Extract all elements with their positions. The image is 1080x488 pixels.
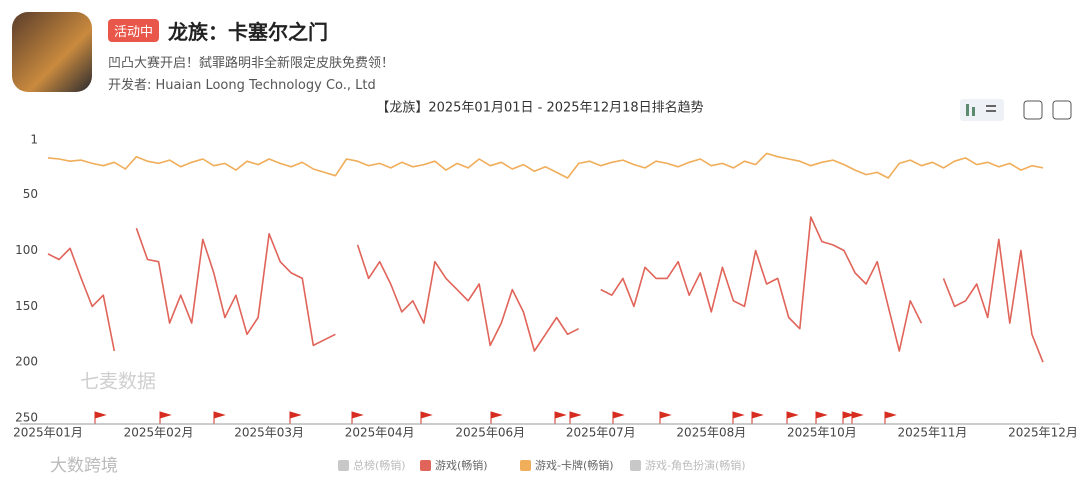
flag — [815, 411, 828, 424]
flag — [851, 411, 864, 424]
watermark: 大数跨境 — [50, 456, 118, 476]
legend-label[interactable]: 游戏-卡牌(畅销) — [535, 458, 614, 472]
x-tick-label: 2025年10月 — [787, 426, 857, 440]
status-tag: 活动中 — [108, 19, 160, 42]
x-tick-label: 2025年07月 — [566, 426, 636, 440]
app-subtitle: 凹凸大赛开启！弑罪路明非全新限定皮肤免费领！ — [108, 56, 395, 71]
watermark: 七麦数据 — [80, 371, 156, 393]
flag — [289, 411, 302, 424]
line — [47, 247, 116, 352]
flag — [659, 411, 672, 424]
toggle-icon — [986, 105, 996, 107]
app-icon — [12, 12, 92, 92]
flag — [842, 411, 855, 424]
flag — [159, 411, 172, 424]
y-tick-label: 150 — [15, 299, 38, 313]
flag — [884, 411, 897, 424]
x-tick-label: 2025年08月 — [676, 426, 746, 440]
flag — [569, 411, 582, 424]
event-flags — [94, 411, 897, 424]
legend-swatch — [338, 460, 349, 471]
line — [135, 227, 336, 347]
x-tick-label: 2025年11月 — [898, 426, 968, 440]
developer: 开发者: Huaian Loong Technology Co., Ltd — [108, 78, 376, 93]
chart-title: 【龙族】2025年01月01日 - 2025年12月18日排名趋势 — [376, 100, 703, 116]
flag — [351, 411, 364, 424]
legend-label[interactable]: 游戏(畅销) — [435, 458, 488, 472]
line — [942, 238, 1044, 363]
x-tick-label: 2025年06月 — [455, 426, 525, 440]
flag — [751, 411, 764, 424]
view-toggle[interactable] — [960, 99, 1004, 121]
x-tick-label: 2025年02月 — [124, 426, 194, 440]
y-tick-label: 50 — [23, 187, 38, 201]
line — [600, 216, 923, 352]
download-button[interactable] — [1052, 100, 1072, 120]
image-button[interactable] — [1023, 100, 1043, 120]
y-tick-label: 250 — [15, 411, 38, 425]
legend-label[interactable]: 总榜(畅销) — [353, 458, 406, 472]
y-tick-label: 1 — [30, 133, 38, 147]
toggle-icon — [972, 107, 975, 116]
x-tick-label: 2025年03月 — [234, 426, 304, 440]
app-title: 龙族：卡塞尔之门 — [168, 20, 328, 44]
flag — [554, 411, 567, 424]
flag — [786, 411, 799, 424]
legend-swatch — [630, 460, 641, 471]
flag — [420, 411, 433, 424]
flag — [213, 411, 226, 424]
x-tick-label: 2025年12月 — [1008, 426, 1078, 440]
flag — [94, 411, 107, 424]
x-tick-label: 2025年01月 — [13, 426, 83, 440]
y-tick-label: 100 — [15, 243, 38, 257]
legend-swatch — [420, 460, 431, 471]
line — [356, 244, 580, 352]
x-tick-label: 2025年04月 — [345, 426, 415, 440]
y-tick-label: 200 — [15, 355, 38, 369]
flag — [612, 411, 625, 424]
toggle-icon — [966, 104, 969, 116]
toggle-icon — [986, 110, 996, 112]
flag — [732, 411, 745, 424]
legend-label[interactable]: 游戏-角色扮演(畅销) — [645, 458, 746, 472]
legend-swatch — [520, 460, 531, 471]
flag — [490, 411, 503, 424]
toolbar[interactable] — [960, 99, 1072, 121]
line — [47, 152, 1044, 179]
